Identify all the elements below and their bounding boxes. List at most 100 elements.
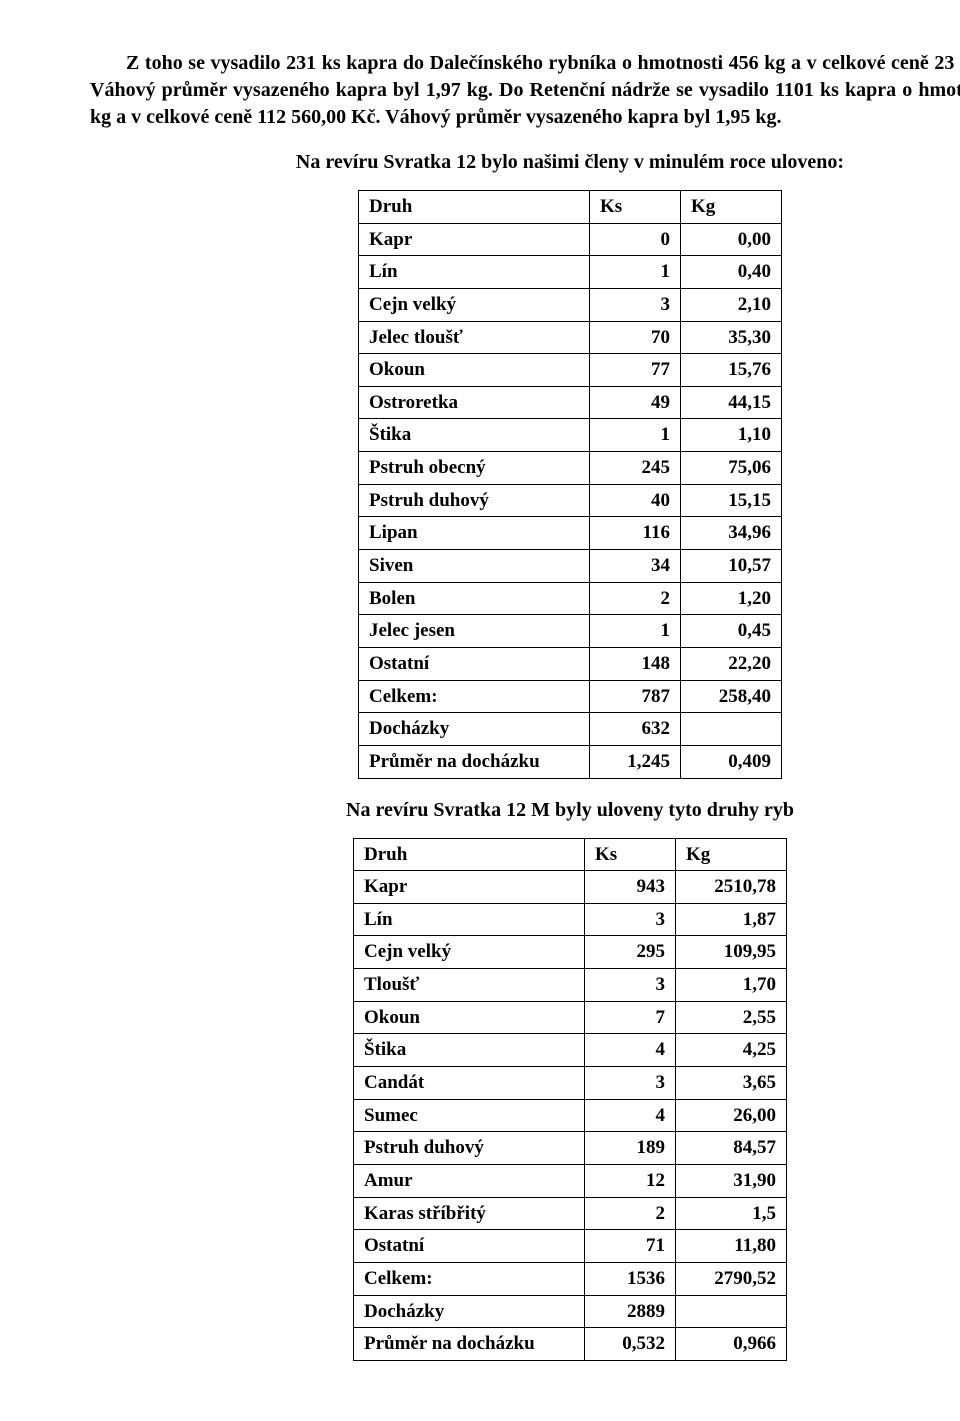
cell-kg: 34,96 (681, 517, 782, 550)
cell-name: Lipan (359, 517, 590, 550)
table-row: Candát33,65 (354, 1067, 787, 1100)
table1-title: Na revíru Svratka 12 bylo našimi členy v… (90, 149, 960, 176)
cell-ks: 4 (585, 1099, 676, 1132)
cell-kg: 109,95 (676, 936, 787, 969)
table-row: Docházky2889 (354, 1295, 787, 1328)
table-row: Ostatní14822,20 (359, 647, 782, 680)
cell-ks: 70 (590, 321, 681, 354)
cell-name: Okoun (359, 354, 590, 387)
cell-ks: 787 (590, 680, 681, 713)
catch-table-2: DruhKsKgKapr9432510,78Lín31,87Cejn velký… (353, 838, 787, 1361)
table-row: Tloušť31,70 (354, 969, 787, 1002)
table-row: Docházky632 (359, 713, 782, 746)
table-row: Siven3410,57 (359, 550, 782, 583)
cell-ks: 71 (585, 1230, 676, 1263)
cell-name: Pstruh duhový (359, 484, 590, 517)
cell-name: Cejn velký (359, 288, 590, 321)
table-row: Karas stříbřitý21,5 (354, 1197, 787, 1230)
cell-ks: 3 (585, 969, 676, 1002)
cell-kg: 1,87 (676, 903, 787, 936)
cell-name: Okoun (354, 1001, 585, 1034)
cell-ks: 189 (585, 1132, 676, 1165)
cell-ks: 1 (590, 256, 681, 289)
cell-kg: 44,15 (681, 386, 782, 419)
cell-kg: 31,90 (676, 1164, 787, 1197)
cell-name: Jelec jesen (359, 615, 590, 648)
table-row: Sumec426,00 (354, 1099, 787, 1132)
cell-kg: 2510,78 (676, 871, 787, 904)
cell-ks: 12 (585, 1164, 676, 1197)
cell-name: Sumec (354, 1099, 585, 1132)
cell-ks: 7 (585, 1001, 676, 1034)
cell-kg: 1,5 (676, 1197, 787, 1230)
cell-name: Ostatní (359, 647, 590, 680)
cell-kg: 258,40 (681, 680, 782, 713)
cell-ks: 295 (585, 936, 676, 969)
table-row: Lín31,87 (354, 903, 787, 936)
table-row: Okoun7715,76 (359, 354, 782, 387)
cell-name: Ostatní (354, 1230, 585, 1263)
header-druh: Druh (359, 191, 590, 224)
intro-paragraph: Z toho se vysadilo 231 ks kapra do Daleč… (90, 50, 960, 131)
cell-ks: 40 (590, 484, 681, 517)
cell-name: Tloušť (354, 969, 585, 1002)
cell-kg: 10,57 (681, 550, 782, 583)
cell-name: Bolen (359, 582, 590, 615)
cell-kg: 22,20 (681, 647, 782, 680)
cell-ks: 2 (590, 582, 681, 615)
cell-name: Jelec tloušť (359, 321, 590, 354)
table2-title: Na revíru Svratka 12 M byly uloveny tyto… (90, 797, 960, 824)
cell-kg: 26,00 (676, 1099, 787, 1132)
cell-name: Kapr (354, 871, 585, 904)
table-row: Cejn velký295109,95 (354, 936, 787, 969)
cell-kg: 0,409 (681, 745, 782, 778)
cell-name: Docházky (359, 713, 590, 746)
cell-kg: 1,20 (681, 582, 782, 615)
cell-kg: 84,57 (676, 1132, 787, 1165)
table-row: Kapr9432510,78 (354, 871, 787, 904)
cell-ks: 1 (590, 419, 681, 452)
cell-name: Siven (359, 550, 590, 583)
table-row: Kapr00,00 (359, 223, 782, 256)
cell-kg: 15,15 (681, 484, 782, 517)
table-row: Amur1231,90 (354, 1164, 787, 1197)
cell-ks: 2889 (585, 1295, 676, 1328)
cell-ks: 34 (590, 550, 681, 583)
cell-kg: 35,30 (681, 321, 782, 354)
cell-kg: 2,55 (676, 1001, 787, 1034)
table-row: Štika44,25 (354, 1034, 787, 1067)
cell-kg: 4,25 (676, 1034, 787, 1067)
table-row: Ostatní7111,80 (354, 1230, 787, 1263)
cell-kg: 0,45 (681, 615, 782, 648)
cell-name: Candát (354, 1067, 585, 1100)
table-row: Jelec jesen10,45 (359, 615, 782, 648)
cell-name: Lín (354, 903, 585, 936)
table-row: Lipan11634,96 (359, 517, 782, 550)
cell-name: Amur (354, 1164, 585, 1197)
table-row: Celkem:787258,40 (359, 680, 782, 713)
table-row: Okoun72,55 (354, 1001, 787, 1034)
cell-name: Pstruh obecný (359, 452, 590, 485)
cell-kg: 15,76 (681, 354, 782, 387)
cell-kg: 0,00 (681, 223, 782, 256)
cell-ks: 1,245 (590, 745, 681, 778)
table-row: Lín10,40 (359, 256, 782, 289)
cell-name: Štika (354, 1034, 585, 1067)
cell-name: Průměr na docházku (354, 1328, 585, 1361)
cell-kg: 3,65 (676, 1067, 787, 1100)
cell-name: Cejn velký (354, 936, 585, 969)
table-row: Pstruh duhový18984,57 (354, 1132, 787, 1165)
cell-kg: 11,80 (676, 1230, 787, 1263)
cell-ks: 2 (585, 1197, 676, 1230)
cell-kg: 0,966 (676, 1328, 787, 1361)
cell-name: Lín (359, 256, 590, 289)
table-row: Jelec tloušť7035,30 (359, 321, 782, 354)
cell-ks: 148 (590, 647, 681, 680)
cell-ks: 3 (585, 1067, 676, 1100)
cell-ks: 116 (590, 517, 681, 550)
cell-name: Celkem: (354, 1262, 585, 1295)
cell-kg (676, 1295, 787, 1328)
header-ks: Ks (590, 191, 681, 224)
cell-ks: 3 (585, 903, 676, 936)
cell-kg: 0,40 (681, 256, 782, 289)
